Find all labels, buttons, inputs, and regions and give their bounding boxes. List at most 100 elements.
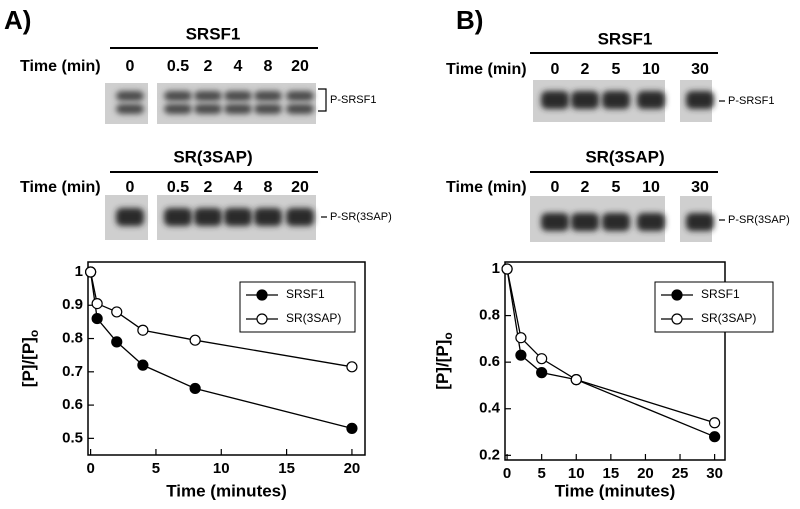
y-tick-label: 0.6 <box>479 353 500 370</box>
time-point: 4 <box>234 58 243 75</box>
y-tick-label: 1 <box>75 263 83 280</box>
y-axis-label-main: [P]/[P] <box>19 337 38 387</box>
gel-band <box>571 213 599 231</box>
y-tick-label: 0.6 <box>62 396 83 413</box>
time-point: 2 <box>581 179 590 196</box>
x-tick-label: 25 <box>672 465 689 482</box>
x-axis-label: Time (minutes) <box>166 481 287 500</box>
gel-band <box>686 91 714 109</box>
legend-label: SRSF1 <box>701 287 740 301</box>
gel-band <box>194 104 222 114</box>
time-label: Time (min) <box>20 58 101 75</box>
gel-band <box>571 91 599 109</box>
gel-band <box>602 213 630 231</box>
gel-band <box>286 91 314 101</box>
legend-marker <box>256 289 268 301</box>
time-point: 2 <box>581 61 590 78</box>
time-point: 4 <box>234 179 243 196</box>
x-tick-label: 5 <box>152 460 160 477</box>
y-axis-label-subscript: o <box>27 330 41 337</box>
time-point: 2 <box>204 179 213 196</box>
y-tick-label: 0.9 <box>62 296 83 313</box>
gel-band <box>686 213 714 231</box>
gel-band <box>164 104 192 114</box>
y-tick-label: 0.8 <box>479 307 500 324</box>
band-label: P-SR(3SAP) <box>728 214 790 226</box>
y-axis-label-main: [P]/[P] <box>433 340 452 390</box>
data-point <box>709 417 721 429</box>
gel-band <box>286 208 314 226</box>
legend-label: SRSF1 <box>286 287 325 301</box>
gel-title: SRSF1 <box>186 24 241 43</box>
gel-band <box>224 208 252 226</box>
time-point: 2 <box>204 58 213 75</box>
time-point: 0 <box>551 179 560 196</box>
gel-band <box>602 91 630 109</box>
x-tick-label: 15 <box>278 460 295 477</box>
data-point <box>346 361 358 373</box>
band-label: P-SRSF1 <box>330 94 376 106</box>
time-point: 30 <box>691 179 709 196</box>
x-axis-label: Time (minutes) <box>555 481 676 500</box>
time-point: 0 <box>126 179 135 196</box>
legend-marker <box>671 289 683 301</box>
time-point: 5 <box>612 61 621 78</box>
x-tick-label: 0 <box>503 465 511 482</box>
x-tick-label: 30 <box>706 465 723 482</box>
data-point <box>515 332 527 344</box>
x-tick-label: 5 <box>537 465 545 482</box>
time-point: 10 <box>642 61 660 78</box>
data-point <box>85 266 97 278</box>
time-point: 0 <box>551 61 560 78</box>
y-tick-label: 0.8 <box>62 330 83 347</box>
x-tick-label: 15 <box>603 465 620 482</box>
data-point <box>111 336 123 348</box>
y-tick-label: 0.2 <box>479 446 500 463</box>
data-point <box>515 349 527 361</box>
legend-marker <box>671 313 683 325</box>
data-point <box>91 297 103 310</box>
plot-frame <box>504 261 726 461</box>
time-point: 10 <box>642 179 660 196</box>
gel-title: SR(3SAP) <box>585 147 664 166</box>
gel-band <box>224 91 252 101</box>
gel-band <box>637 91 665 109</box>
time-label: Time (min) <box>20 179 101 196</box>
gel-band <box>224 104 252 114</box>
gel-title: SRSF1 <box>598 29 653 48</box>
gel-title: SR(3SAP) <box>173 147 252 166</box>
plot-frame <box>87 261 366 456</box>
y-tick-label: 0.5 <box>62 429 83 446</box>
band-label: P-SR(3SAP) <box>330 211 392 223</box>
y-tick-label: 0.4 <box>479 400 501 417</box>
data-point <box>91 312 103 325</box>
data-point <box>346 422 358 434</box>
gel-band <box>194 208 222 226</box>
time-point: 8 <box>264 179 273 196</box>
data-point <box>137 359 149 371</box>
time-point: 30 <box>691 61 709 78</box>
data-point <box>189 382 201 395</box>
gel-image <box>105 83 148 124</box>
data-point <box>111 306 123 318</box>
data-point <box>570 374 582 386</box>
time-point: 0.5 <box>167 179 189 196</box>
gel-band <box>254 104 282 114</box>
gel-band <box>164 208 192 226</box>
legend-marker <box>256 313 268 325</box>
data-point <box>501 263 513 275</box>
y-axis-label: [P]/[P]o <box>433 332 455 389</box>
y-tick-label: 1 <box>492 260 500 277</box>
panel-label: B) <box>456 5 483 35</box>
x-tick-label: 10 <box>213 460 230 477</box>
gel-band <box>254 91 282 101</box>
gel-band <box>116 208 144 226</box>
y-axis-label: [P]/[P]o <box>19 330 41 387</box>
gel-band <box>637 213 665 231</box>
gel-band <box>286 104 314 114</box>
band-bracket <box>318 88 327 112</box>
data-point <box>536 367 548 379</box>
x-tick-label: 20 <box>637 465 654 482</box>
time-point: 5 <box>612 179 621 196</box>
